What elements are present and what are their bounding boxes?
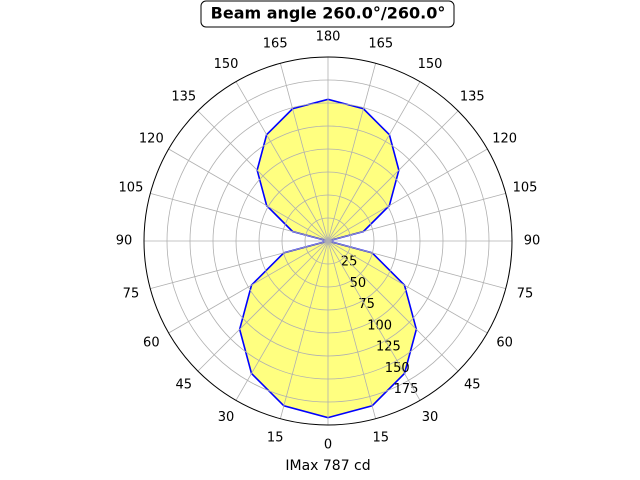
- angular-grid: [150, 240, 329, 290]
- x-tick-label: 150: [418, 57, 443, 72]
- angular-grid: [327, 240, 459, 372]
- x-tick-label: 15: [373, 431, 390, 446]
- x-tick-label: 105: [119, 181, 144, 196]
- x-tick-label: 15: [267, 431, 284, 446]
- angular-grid: [327, 240, 377, 419]
- y-tick-label: 125: [376, 340, 401, 355]
- angular-grid: [327, 240, 421, 401]
- y-tick-label: 100: [367, 318, 392, 333]
- angular-grid: [235, 81, 329, 242]
- x-tick-label: 165: [368, 36, 393, 51]
- x-tick-label: 30: [422, 410, 439, 425]
- x-tick-label: 135: [171, 89, 196, 104]
- x-tick-label: 105: [513, 181, 538, 196]
- angular-grid: [327, 192, 506, 242]
- y-tick-label: 75: [358, 297, 375, 312]
- angular-grid: [279, 63, 329, 242]
- angular-grid: [327, 240, 506, 290]
- x-tick-label: 45: [464, 378, 481, 393]
- x-tick-label: 165: [263, 36, 288, 51]
- angular-grid: [197, 110, 329, 242]
- title-box: [200, 0, 455, 28]
- x-axis-label: IMax 787 cd: [285, 458, 370, 474]
- x-tick-label: 150: [214, 57, 239, 72]
- angular-grid: [327, 110, 459, 242]
- polar-frame: [143, 56, 513, 426]
- x-tick-label: 90: [524, 234, 541, 249]
- x-tick-label: 120: [139, 132, 164, 147]
- y-tick-label: 175: [394, 382, 419, 397]
- x-tick-label: 45: [175, 378, 192, 393]
- x-tick-label: 75: [123, 286, 140, 301]
- angular-grid: [279, 240, 329, 419]
- x-tick-label: 0: [324, 438, 332, 453]
- angular-grid: [168, 240, 329, 334]
- angular-grid: [327, 63, 377, 242]
- y-tick-label: 50: [350, 276, 367, 291]
- x-tick-label: 30: [218, 410, 235, 425]
- chart-title: Beam angle 260.0°/260.0°: [211, 4, 446, 23]
- angular-grid: [327, 81, 421, 242]
- angular-grid: [327, 240, 488, 334]
- angular-grid: [327, 148, 488, 242]
- x-tick-label: 120: [492, 132, 517, 147]
- x-tick-label: 180: [316, 30, 341, 45]
- angular-grid: [168, 148, 329, 242]
- y-tick-label: 150: [385, 361, 410, 376]
- x-tick-label: 60: [496, 336, 513, 351]
- angular-grid: [150, 192, 329, 242]
- angular-grid: [235, 240, 329, 401]
- x-tick-label: 135: [460, 89, 485, 104]
- x-tick-label: 90: [116, 234, 133, 249]
- x-tick-label: 75: [517, 286, 534, 301]
- angular-grid: [197, 240, 329, 372]
- x-tick-label: 60: [143, 336, 160, 351]
